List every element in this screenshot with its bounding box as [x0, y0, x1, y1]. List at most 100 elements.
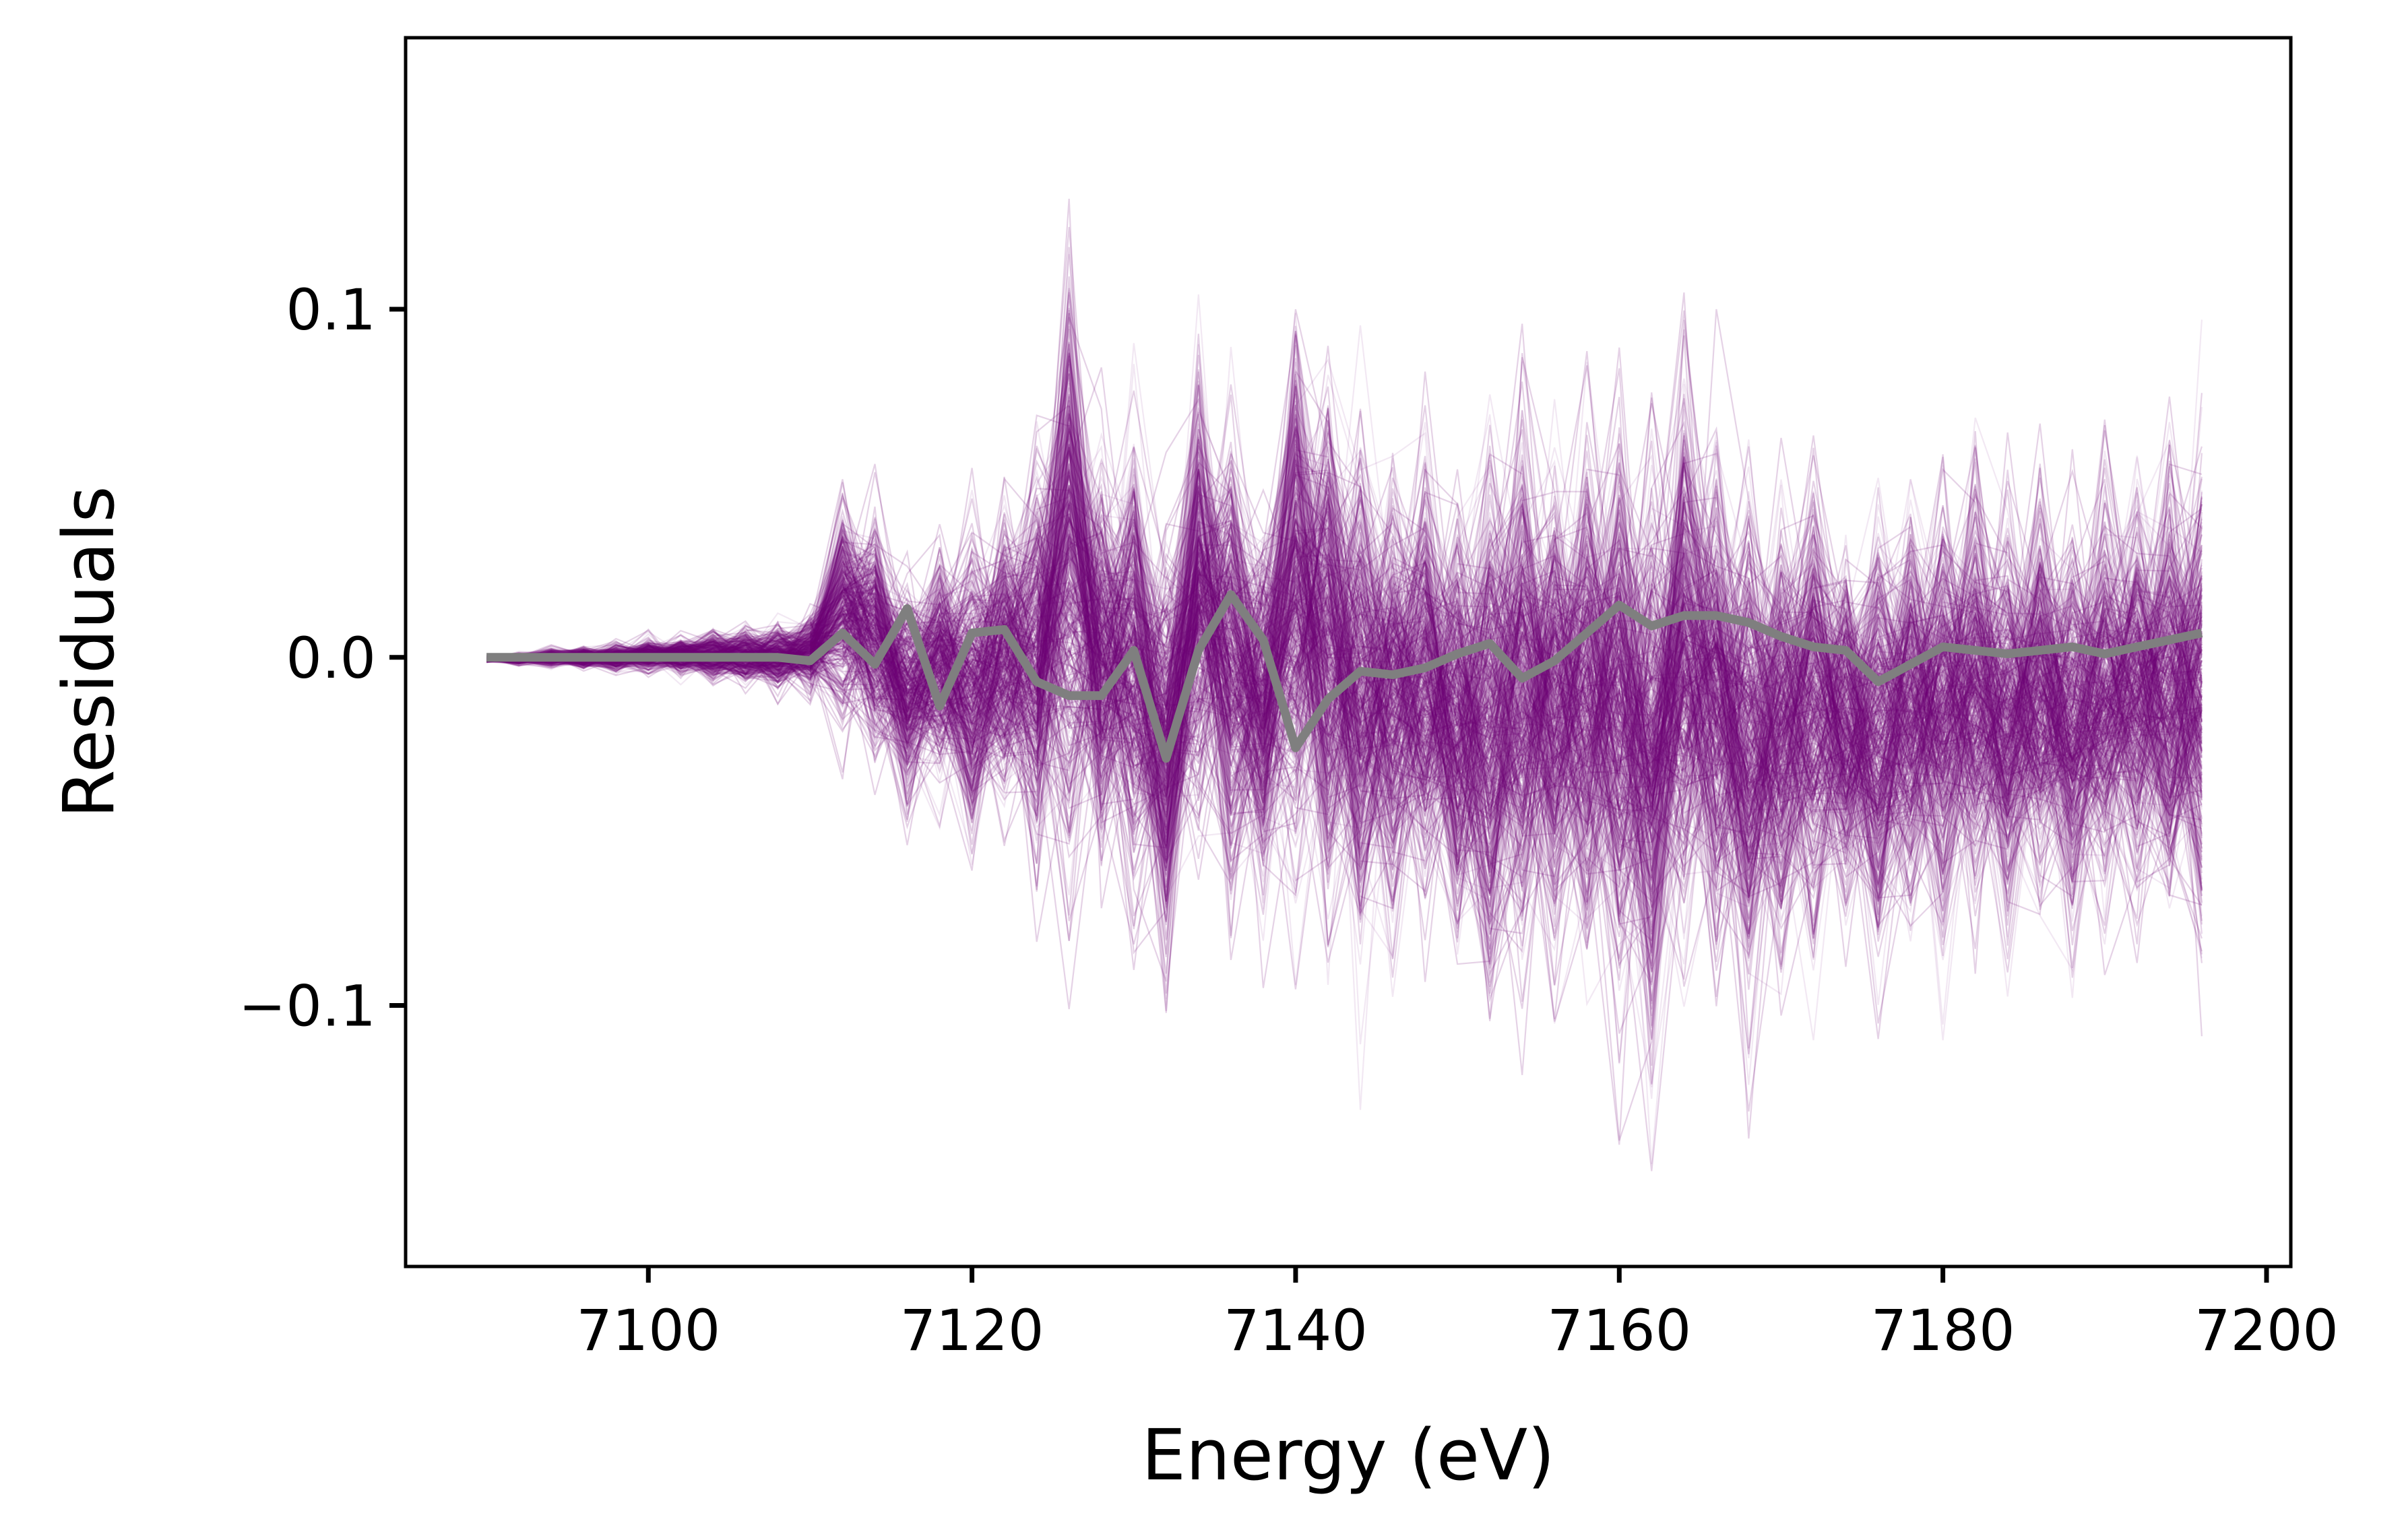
ensemble-line	[486, 461, 2203, 955]
ensemble-line	[486, 342, 2203, 959]
ensemble-line	[486, 509, 2203, 851]
ensemble-line	[486, 441, 2203, 1099]
ensemble-line	[486, 533, 2203, 918]
ensemble-line	[486, 319, 2203, 948]
ensemble-line	[486, 353, 2203, 965]
ensemble-line	[486, 387, 2203, 1066]
ensemble-line	[486, 459, 2203, 916]
ensemble-line	[486, 508, 2203, 872]
ensemble-line	[486, 472, 2203, 985]
ensemble-line	[486, 473, 2203, 916]
ensemble-line	[486, 440, 2203, 903]
ensemble-line	[486, 414, 2203, 895]
x-tick-label: 7100	[576, 1297, 720, 1363]
ensemble-line	[486, 390, 2203, 854]
ensemble-line	[486, 505, 2203, 965]
ensemble-line	[486, 484, 2203, 991]
ensemble-line	[486, 468, 2203, 840]
ensemble-line	[486, 456, 2203, 942]
ensemble-line	[486, 317, 2203, 885]
ensemble-line	[486, 393, 2203, 918]
ensemble-line	[486, 393, 2203, 908]
ensemble-line	[486, 479, 2203, 960]
ensemble-line	[486, 346, 2203, 971]
ensemble-line	[486, 476, 2203, 1019]
ensemble-line	[486, 494, 2203, 959]
ensemble-line	[486, 486, 2203, 955]
ensemble-line	[486, 436, 2203, 973]
ensemble-line	[486, 343, 2203, 810]
ensemble-line	[486, 461, 2203, 1026]
ensemble-line	[486, 470, 2203, 849]
ensemble-line	[486, 508, 2203, 874]
ensemble-line	[486, 444, 2203, 926]
ensemble-line	[486, 292, 2203, 829]
ensemble-line	[486, 369, 2203, 868]
ensemble-line	[486, 443, 2203, 922]
ensemble-line	[486, 473, 2203, 887]
ensemble-line	[486, 488, 2203, 893]
ensemble-line	[486, 519, 2203, 1085]
ensemble-line	[486, 358, 2203, 885]
ensemble-line	[486, 392, 2203, 947]
ensemble-line	[486, 502, 2203, 909]
ensemble-line	[486, 400, 2203, 928]
ensemble-line	[486, 331, 2203, 1028]
ensemble-line	[486, 530, 2203, 917]
ensemble-line	[486, 534, 2203, 969]
ensemble-line	[486, 432, 2203, 1013]
ensemble-line	[486, 335, 2203, 939]
ensemble-line	[486, 447, 2203, 1045]
ensemble-line	[486, 526, 2202, 889]
ensemble-line	[486, 521, 2203, 887]
ensemble-line	[486, 480, 2203, 848]
y-tick-label: 0.0	[286, 625, 376, 691]
ensemble-line	[486, 428, 2203, 909]
ensemble-line	[486, 458, 2203, 955]
ensemble-line	[486, 451, 2203, 905]
ensemble-line	[486, 334, 2203, 894]
ensemble-line	[486, 378, 2203, 899]
ensemble-line	[486, 384, 2203, 883]
ensemble-line	[486, 474, 2203, 862]
ensemble-line	[486, 428, 2203, 986]
ensemble-line	[486, 485, 2203, 965]
ensemble-line	[486, 468, 2203, 944]
plot-frame	[404, 36, 2293, 1269]
ensemble-line	[486, 516, 2203, 891]
ensemble-line	[486, 507, 2203, 1037]
ensemble-line	[486, 395, 2203, 986]
ensemble-line	[486, 459, 2203, 924]
x-tick-label: 7120	[900, 1297, 1044, 1363]
ensemble-line	[486, 450, 2203, 916]
mean-residual-line	[486, 590, 2203, 763]
ensemble-line	[486, 431, 2203, 1024]
ensemble-line	[486, 313, 2203, 957]
ensemble-line	[486, 491, 2203, 849]
ensemble-line	[486, 486, 2203, 953]
ensemble-line	[486, 439, 2203, 893]
ensemble-line	[486, 475, 2203, 932]
ensemble-line	[486, 325, 2203, 1005]
ensemble-line	[486, 449, 2203, 900]
ensemble-line	[486, 470, 2203, 860]
ensemble-line	[486, 478, 2203, 878]
ensemble-line	[486, 455, 2203, 942]
ensemble-line	[486, 373, 2203, 850]
ensemble-line	[486, 487, 2203, 872]
ensemble-line	[486, 485, 2203, 876]
ensemble-line	[486, 397, 2203, 909]
ensemble-line	[486, 352, 2203, 839]
ensemble-line	[486, 448, 2203, 1024]
ensemble-line	[486, 407, 2203, 1007]
ensemble-line	[486, 486, 2203, 905]
ensemble-line	[486, 439, 2203, 1172]
ensemble-line	[486, 476, 2203, 872]
ensemble-line	[486, 542, 2203, 880]
y-axis-ticks: −0.1 0.0 0.1	[239, 277, 406, 1039]
ensemble-line	[486, 535, 2203, 819]
x-tick-label: 7180	[1871, 1297, 2015, 1363]
ensemble-line	[486, 333, 2203, 990]
ensemble-line	[486, 485, 2203, 1002]
ensemble-line	[486, 396, 2203, 967]
